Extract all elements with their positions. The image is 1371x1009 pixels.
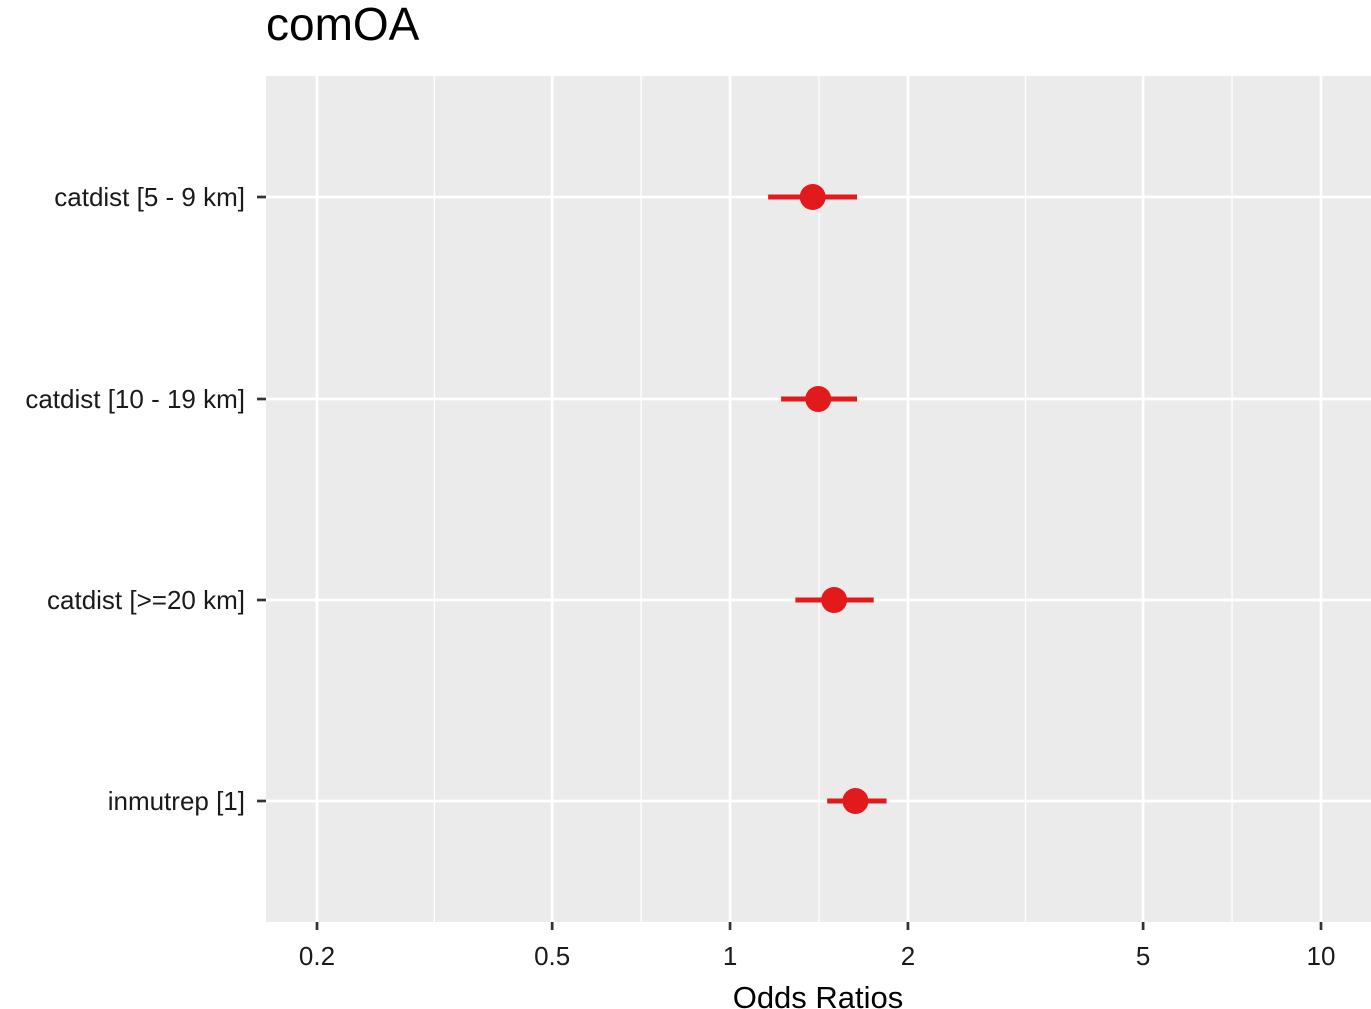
y-axis: catdist [5 - 9 km] catdist [10 - 19 km] ca… (25, 182, 266, 816)
estimate-point (805, 386, 832, 412)
x-tick-label: 10 (1307, 941, 1336, 971)
y-tick-label: catdist [>=20 km] (47, 585, 245, 615)
x-tick-label: 2 (901, 941, 915, 971)
x-tick-label: 5 (1136, 941, 1150, 971)
estimate-points (799, 184, 869, 814)
x-tick-label: 0.5 (534, 941, 570, 971)
minor-gridlines (433, 76, 1233, 922)
y-tick-label: catdist [10 - 19 km] (25, 384, 245, 414)
y-tick-label: catdist [5 - 9 km] (54, 182, 245, 212)
x-axis: 0.2 0.5 1 2 5 10 (299, 922, 1336, 971)
x-tick-label: 1 (723, 941, 737, 971)
estimate-point (799, 184, 826, 210)
estimate-point (842, 788, 869, 814)
x-tick-label: 0.2 (299, 941, 335, 971)
x-axis-label: Odds Ratios (733, 980, 904, 1009)
estimate-point (821, 587, 848, 613)
y-tick-label: inmutrep [1] (108, 786, 245, 816)
chart-title: comOA (266, 0, 420, 50)
